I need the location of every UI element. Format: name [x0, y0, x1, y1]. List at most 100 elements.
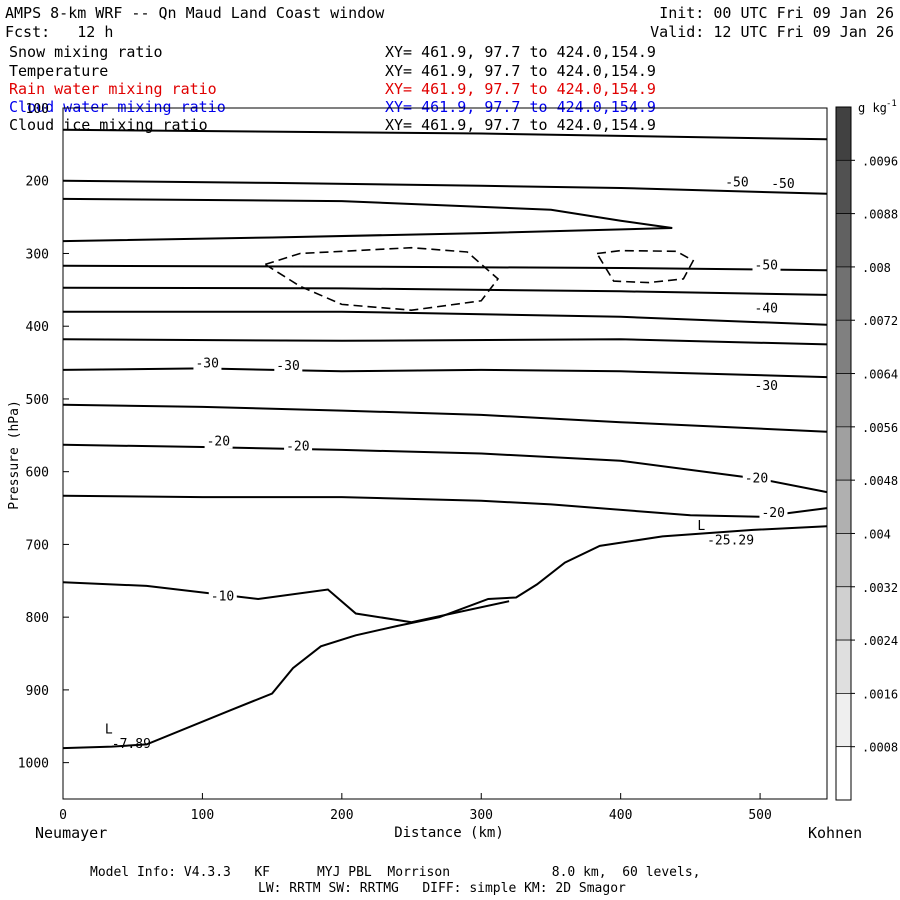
colorbar-tick-label-1: .0088 — [862, 208, 898, 222]
colorbar-segment-10 — [835, 639, 852, 694]
footer-physics-info: LW: RRTM SW: RRTMG DIFF: simple KM: 2D S… — [258, 881, 626, 896]
isotherm-label-11: -10 — [211, 589, 234, 604]
x-tick-label-100: 100 — [191, 808, 214, 823]
y-tick-label-400: 400 — [26, 320, 49, 335]
isotherm-9 — [62, 403, 828, 433]
init-time: Init: 00 UTC Fri 09 Jan 26 — [659, 4, 894, 22]
field-xy-cloud-ice: XY= 461.9, 97.7 to 424.0,154.9 — [385, 116, 656, 134]
colorbar-tick-label-11: .0008 — [862, 741, 898, 755]
right-endpoint-label: Kohnen — [808, 824, 863, 842]
isotherm-10 — [62, 443, 828, 494]
y-tick-label-600: 600 — [26, 466, 49, 481]
isotherm-1 — [62, 179, 828, 195]
field-name-rain: Rain water mixing ratio — [9, 80, 217, 98]
isotherm-label-bg-0 — [723, 175, 752, 190]
x-tick-label-500: 500 — [748, 808, 771, 823]
isotherm-label-0: -50 — [725, 176, 748, 191]
isotherm-label-10: -20 — [761, 506, 784, 521]
isotherm-label-1: -50 — [771, 177, 794, 192]
isotherm-3 — [62, 227, 673, 243]
isotherm-0 — [62, 128, 828, 141]
isotherm-5 — [62, 286, 828, 296]
colorbar-tick-label-2: .008 — [862, 261, 891, 275]
isotherm-label-9: -20 — [745, 472, 768, 487]
chart-title: AMPS 8-km WRF -- Qn Maud Land Coast wind… — [5, 4, 385, 22]
y-tick-label-800: 800 — [26, 611, 49, 626]
y-tick-label-200: 200 — [26, 175, 49, 190]
x-tick-label-0: 0 — [59, 808, 67, 823]
x-tick-label-400: 400 — [609, 808, 632, 823]
colorbar-tick-label-8: .0032 — [862, 581, 898, 595]
cloud-ice-contour-1 — [595, 249, 695, 284]
isotherm-label-bg-5 — [274, 358, 303, 373]
colorbar-segment-7 — [835, 479, 852, 534]
isotherm-label-5: -30 — [276, 359, 299, 374]
colorbar-segment-2 — [835, 213, 852, 268]
field-xy-rain: XY= 461.9, 97.7 to 424.0,154.9 — [385, 80, 656, 98]
colorbar-segment-3 — [835, 266, 852, 321]
isotherm-11 — [62, 494, 828, 518]
footer-model-info: Model Info: V4.3.3 KF MYJ PBL Morrison 8… — [90, 865, 701, 880]
colorbar-segment-0 — [835, 106, 852, 161]
valid-time: Valid: 12 UTC Fri 09 Jan 26 — [650, 23, 894, 41]
field-xy-cloud-water: XY= 461.9, 97.7 to 424.0,154.9 — [385, 98, 656, 116]
isotherm-label-8: -20 — [286, 440, 309, 455]
colorbar-tick-label-0: .0096 — [862, 154, 898, 168]
x-tick-label-300: 300 — [470, 808, 493, 823]
min-annotation-1: -7.89 — [112, 737, 151, 752]
cloud-ice-contour-0 — [263, 246, 500, 312]
x-tick-label-200: 200 — [330, 808, 353, 823]
colorbar-tick-label-9: .0024 — [862, 634, 898, 648]
colorbar-segment-1 — [835, 159, 852, 214]
y-tick-label-300: 300 — [26, 247, 49, 262]
plot-frame — [62, 107, 828, 800]
y-tick-label-700: 700 — [26, 538, 49, 553]
field-name-temperature: Temperature — [9, 62, 109, 80]
isotherm-label-3: -40 — [755, 301, 778, 316]
colorbar-segment-11 — [835, 693, 852, 748]
y-axis-label: Pressure (hPa) — [7, 400, 22, 510]
isotherm-label-bg-6 — [752, 379, 781, 394]
isotherm-4 — [62, 264, 828, 272]
isotherm-label-bg-11 — [208, 589, 237, 604]
isotherm-label-bg-1 — [769, 177, 798, 192]
isotherm-8 — [62, 367, 828, 379]
colorbar-tick-label-10: .0016 — [862, 687, 898, 701]
isotherm-label-bg-7 — [204, 434, 233, 449]
y-tick-label-1000: 1000 — [18, 757, 49, 772]
isotherm-label-bg-2 — [752, 258, 781, 273]
isotherm-label-bg-3 — [752, 301, 781, 316]
terrain-line — [62, 525, 828, 750]
colorbar-segment-6 — [835, 426, 852, 481]
min-annotation-0: L — [105, 723, 113, 738]
field-name-cloud-water: Cloud water mixing ratio — [9, 98, 226, 116]
colorbar-units-exponent: -1 — [886, 99, 897, 109]
colorbar-tick-label-7: .004 — [862, 527, 891, 541]
forecast-hour: Fcst: 12 h — [5, 23, 114, 41]
field-xy-snow: XY= 461.9, 97.7 to 424.0,154.9 — [385, 43, 656, 61]
colorbar-frame — [835, 106, 852, 801]
isotherm-label-7: -20 — [207, 434, 230, 449]
isotherm-label-bg-4 — [193, 356, 222, 371]
field-name-snow: Snow mixing ratio — [9, 43, 163, 61]
colorbar-tick-label-3: .0072 — [862, 314, 898, 328]
min-annotation-2: L — [697, 519, 705, 534]
min-annotation-3: -25.29 — [707, 533, 754, 548]
colorbar-tick-label-6: .0048 — [862, 474, 898, 488]
colorbar-tick-label-5: .0056 — [862, 421, 898, 435]
colorbar-segment-8 — [835, 533, 852, 588]
isotherm-label-bg-9 — [742, 471, 771, 486]
isotherm-label-bg-10 — [759, 505, 788, 520]
isotherm-2 — [62, 197, 673, 229]
isotherm-7 — [62, 338, 828, 346]
isotherm-label-4: -30 — [195, 357, 218, 372]
x-axis-label: Distance (km) — [394, 825, 504, 841]
field-xy-temperature: XY= 461.9, 97.7 to 424.0,154.9 — [385, 62, 656, 80]
colorbar-tick-label-4: .0064 — [862, 368, 898, 382]
isotherm-label-bg-8 — [284, 439, 313, 454]
isotherm-6 — [63, 310, 828, 326]
colorbar-units: g kg — [858, 101, 887, 115]
left-endpoint-label: Neumayer — [35, 824, 108, 842]
y-tick-label-500: 500 — [26, 393, 49, 408]
